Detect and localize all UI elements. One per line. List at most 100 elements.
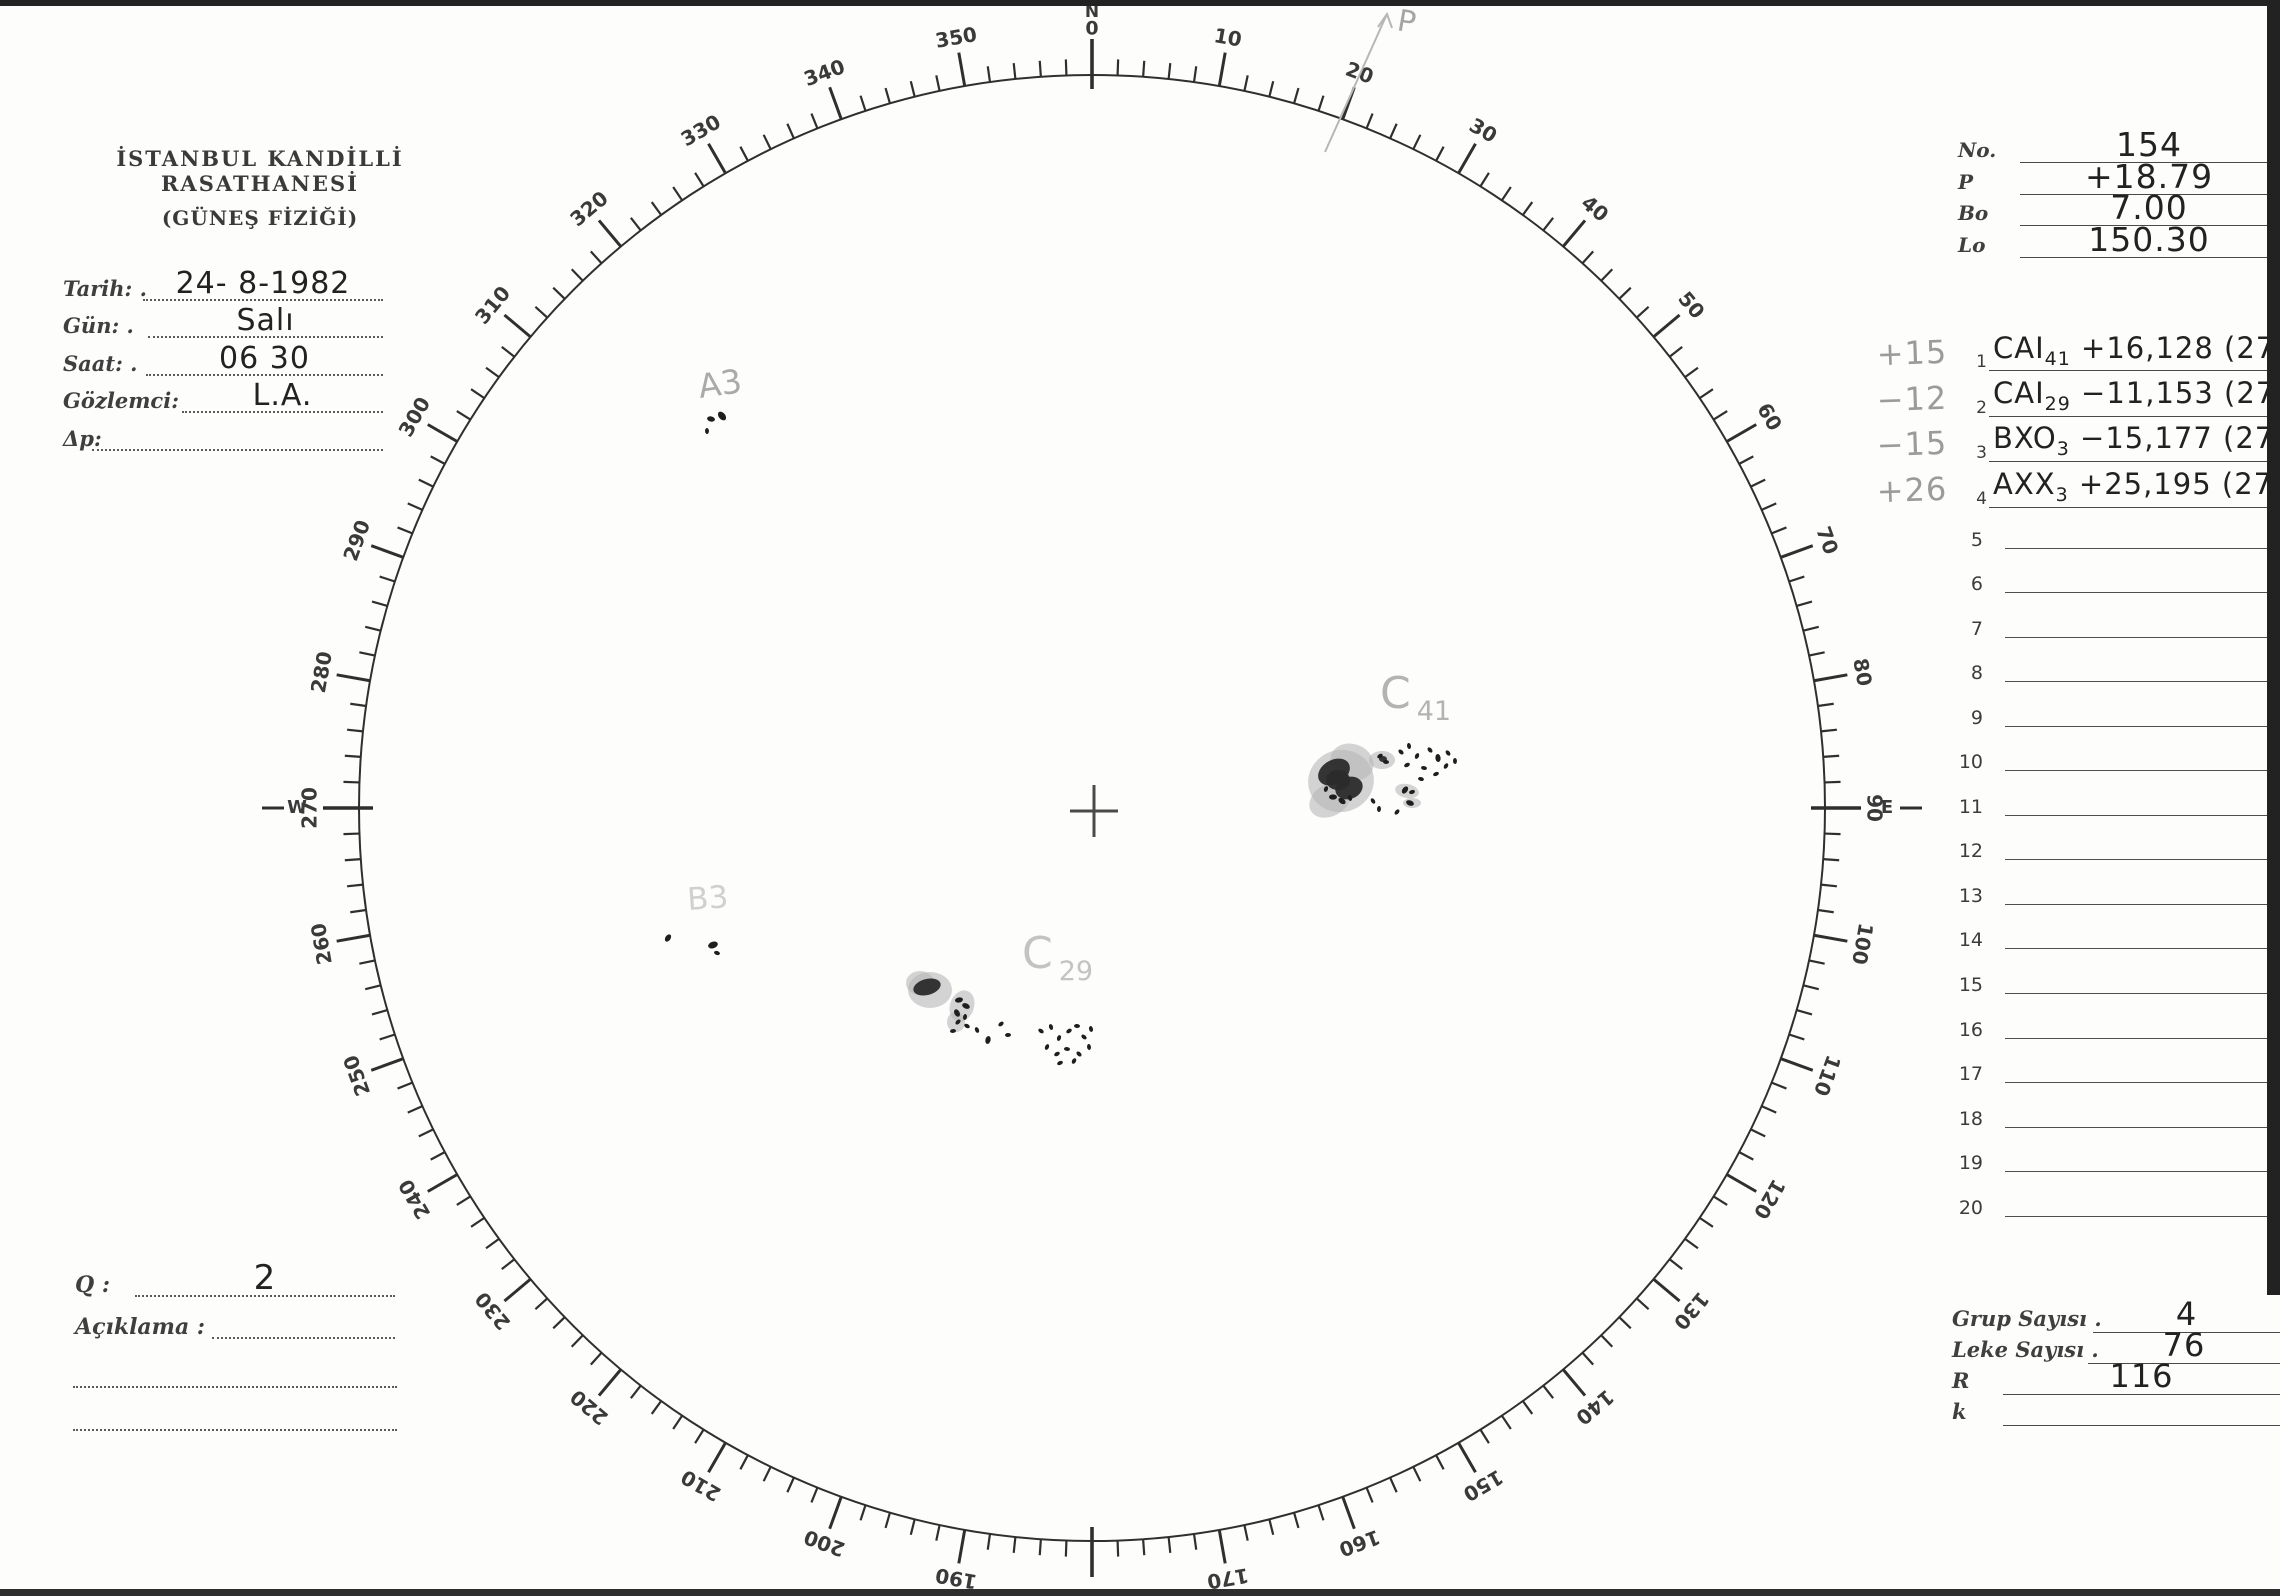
degree-tick-minor xyxy=(1600,268,1614,282)
ephemeris-value: 150.30 xyxy=(2088,220,2210,260)
ephemeris-line xyxy=(2020,225,2278,227)
sunspot-pore-dot xyxy=(1407,743,1411,749)
degree-tick-minor xyxy=(534,1297,549,1310)
group-pencil-value: −12 xyxy=(1876,378,1948,420)
note-line xyxy=(73,1386,397,1388)
degree-tick-minor xyxy=(1738,1151,1754,1161)
empty-row-number: 6 xyxy=(1970,573,1983,596)
sunspot-pore-dot xyxy=(1074,1024,1080,1028)
degree-tick-minor xyxy=(1635,306,1650,319)
ephemeris-label: P xyxy=(1958,169,1974,194)
observatory-subtitle: (GÜNEŞ FİZİĞİ) xyxy=(161,206,359,230)
degree-tick-minor xyxy=(1668,346,1683,358)
sunspot-pore-dot xyxy=(1044,1044,1050,1050)
degree-tick-minor xyxy=(1167,1536,1172,1554)
q-line xyxy=(135,1295,395,1297)
degree-tick-minor xyxy=(570,268,584,282)
sunspot-pore-dot xyxy=(1071,1058,1077,1064)
summary-line xyxy=(2088,1363,2280,1364)
degree-tick-minor xyxy=(986,1533,992,1550)
degree-tick-minor xyxy=(1600,1334,1614,1348)
west-letter: W xyxy=(287,797,307,818)
sunspot-umbra xyxy=(1326,770,1350,790)
degree-tick-minor xyxy=(1668,1258,1683,1270)
degree-tick-minor xyxy=(470,388,485,400)
sunspot-pore-dot xyxy=(955,997,963,1003)
sunspot-pore-dot xyxy=(1401,786,1409,794)
summary-line xyxy=(2003,1425,2280,1426)
aciklama-line xyxy=(212,1337,395,1339)
degree-tick-minor xyxy=(1808,959,1825,965)
field-label: Δp: xyxy=(63,425,102,451)
degree-tick-minor xyxy=(1542,1384,1554,1399)
empty-row-number: 17 xyxy=(1958,1063,1983,1086)
degree-tick-minor xyxy=(1817,908,1834,914)
field-label: Gözlemci: xyxy=(63,388,179,413)
degree-tick-minor xyxy=(1635,1297,1650,1310)
degree-label: 280 xyxy=(306,649,337,694)
degree-tick-minor xyxy=(344,858,361,862)
empty-row-line xyxy=(2005,1037,2276,1039)
east-letter: E xyxy=(1881,797,1893,818)
sunspot-pore-dot xyxy=(1081,1034,1087,1040)
ephemeris-label: No. xyxy=(1958,137,1997,162)
degree-tick-minor xyxy=(1479,1429,1490,1444)
degree-tick-major xyxy=(1726,423,1757,443)
empty-group-row: 13 xyxy=(1945,866,2278,911)
degree-tick-minor xyxy=(1820,883,1838,888)
degree-label: 260 xyxy=(306,921,337,966)
sunspot-pore-dot xyxy=(1421,766,1427,770)
degree-label: 40 xyxy=(1577,190,1614,226)
degree-tick-major xyxy=(1652,1278,1681,1303)
sunspot-pore-dot xyxy=(1066,1028,1072,1034)
degree-tick-minor xyxy=(1038,60,1042,77)
scan-edge-right xyxy=(2267,0,2280,1295)
degree-tick-minor xyxy=(1823,754,1840,758)
degree-tick-minor xyxy=(379,1033,396,1041)
degree-tick-minor xyxy=(1292,1512,1300,1529)
degree-tick-minor xyxy=(909,1518,916,1536)
degree-tick-minor xyxy=(407,502,423,511)
field-label: Saat: . xyxy=(63,350,138,376)
empty-row-line xyxy=(2005,814,2276,816)
degree-tick-minor xyxy=(739,146,749,162)
group-pencil-value: +26 xyxy=(1876,469,1948,510)
degree-label: 60 xyxy=(1752,399,1787,435)
degree-tick-minor xyxy=(501,346,516,358)
degree-tick-major xyxy=(597,219,622,248)
field-value: 24- 8-1982 xyxy=(175,265,351,301)
degree-tick-minor xyxy=(1412,134,1422,150)
degree-tick-minor xyxy=(1771,526,1787,535)
empty-row-number: 9 xyxy=(1970,706,1983,729)
degree-tick-minor xyxy=(1038,1539,1042,1556)
degree-label: 120 xyxy=(1749,1175,1791,1223)
degree-tick-major xyxy=(427,423,458,443)
ephemeris-row: P +18.79 xyxy=(1958,160,2280,197)
degree-tick-minor xyxy=(552,1316,566,1330)
summary-row: R 116 xyxy=(1952,1360,2280,1395)
degree-tick-minor xyxy=(1365,1487,1374,1503)
degree-tick-minor xyxy=(1268,80,1275,98)
field-dotted-line xyxy=(143,298,383,301)
group-entry: CAI41 +16,128 (273) xyxy=(1989,333,2280,372)
group-name: BXO xyxy=(1993,421,2057,456)
degree-tick-minor xyxy=(1771,1081,1787,1090)
degree-tick-minor xyxy=(762,134,772,150)
degree-label: 160 xyxy=(1336,1525,1383,1562)
degree-tick-minor xyxy=(1012,62,1017,80)
group-pencil-value: −15 xyxy=(1876,423,1948,465)
degree-tick-major xyxy=(957,1529,967,1564)
degree-label: 110 xyxy=(1809,1052,1846,1099)
degree-tick-major xyxy=(1562,219,1587,248)
empty-group-row: 11 xyxy=(1945,777,2278,822)
degree-tick-minor xyxy=(884,1512,892,1529)
empty-row-line xyxy=(2005,725,2276,727)
degree-tick-major xyxy=(1217,52,1227,87)
ephemeris-value: 7.00 xyxy=(2110,188,2188,228)
degree-tick-major xyxy=(1562,1368,1587,1397)
sunspot-pore-dot xyxy=(1443,763,1449,769)
empty-row-number: 18 xyxy=(1958,1107,1983,1130)
pencil-group-label: A3 xyxy=(696,361,745,406)
degree-label: 320 xyxy=(565,186,612,231)
